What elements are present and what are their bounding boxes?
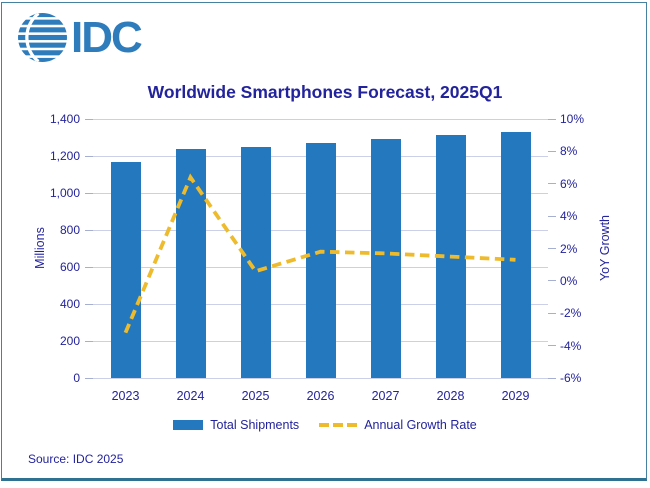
x-axis-year-label: 2023	[111, 389, 140, 403]
right-axis-tick-mark	[548, 377, 556, 379]
shipments-swatch-icon	[173, 420, 204, 430]
left-axis-tick-mark	[85, 192, 93, 194]
total-shipments-bar	[500, 132, 531, 378]
right-axis-tick-mark	[548, 312, 556, 314]
idc-logo: IDC	[17, 12, 143, 63]
growth-dash-swatch-icon	[319, 423, 358, 427]
y-right-tick-label: 8%	[560, 144, 578, 159]
right-axis-tick-mark	[548, 215, 556, 217]
y-left-tick-label: 800	[59, 223, 80, 237]
y-right-tick-label: -4%	[560, 338, 582, 353]
legend-item-growth: Annual Growth Rate	[319, 418, 477, 432]
right-axis-tick-mark	[548, 248, 556, 249]
y-left-tick-label: 1,200	[49, 149, 80, 163]
total-shipments-bar	[370, 139, 401, 378]
left-axis-tick-mark	[85, 118, 93, 120]
x-axis-year-label: 2025	[241, 389, 270, 403]
gridline	[93, 377, 548, 379]
x-axis-year-label: 2026	[306, 389, 335, 403]
legend-shipments-label: Total Shipments	[210, 418, 300, 432]
y-left-tick-label: 600	[59, 260, 80, 274]
y-right-tick-label: 2%	[560, 241, 578, 256]
right-axis-tick-mark	[548, 345, 556, 347]
gridline	[93, 118, 548, 120]
y-left-tick-label: 0	[73, 371, 80, 385]
y-right-tick-label: -6%	[560, 371, 582, 385]
y-right-tick-label: -2%	[560, 306, 582, 321]
right-axis-tick-mark	[548, 183, 556, 185]
x-axis-year-label: 2024	[176, 389, 205, 403]
left-axis-tick-mark	[85, 266, 93, 268]
idc-logo-text: IDC	[71, 12, 143, 62]
right-axis-tick-mark	[548, 118, 556, 120]
total-shipments-bar	[305, 143, 336, 378]
y-left-tick-label: 1,400	[49, 112, 80, 126]
y-right-tick-label: 10%	[560, 112, 585, 126]
idc-globe-icon	[18, 13, 67, 62]
left-axis-tick-mark	[85, 229, 93, 231]
y-right-tick-label: 4%	[560, 209, 578, 224]
total-shipments-bar	[435, 135, 466, 378]
y-right-tick-label: 6%	[560, 176, 578, 191]
left-axis-tick-mark	[85, 303, 93, 305]
legend-growth-label: Annual Growth Rate	[364, 418, 477, 432]
total-shipments-bar	[175, 148, 206, 378]
chart-title: Worldwide Smartphones Forecast, 2025Q1	[147, 82, 503, 102]
left-axis-tick-mark	[85, 377, 93, 379]
left-axis-tick-mark	[85, 340, 93, 342]
y-left-tick-label: 200	[59, 334, 80, 348]
x-axis-year-label: 2029	[501, 389, 530, 403]
x-axis-year-label: 2027	[371, 389, 400, 403]
right-axis-tick-mark	[548, 280, 556, 282]
x-axis-year-label: 2028	[436, 389, 465, 403]
y-left-tick-label: 400	[59, 297, 80, 311]
source-note: Source: IDC 2025	[28, 452, 124, 466]
y-left-tick-label: 1,000	[49, 186, 80, 200]
left-axis-tick-mark	[85, 155, 93, 157]
y-right-tick-label: 0%	[560, 273, 578, 288]
total-shipments-bar	[110, 162, 141, 378]
total-shipments-bar	[240, 147, 271, 378]
legend-item-shipments: Total Shipments	[173, 418, 299, 432]
chart-legend: Total Shipments Annual Growth Rate	[0, 418, 650, 432]
right-axis-tick-mark	[548, 150, 556, 152]
